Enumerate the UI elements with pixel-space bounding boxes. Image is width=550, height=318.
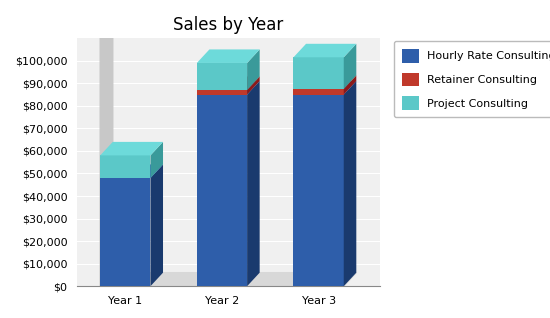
Polygon shape bbox=[247, 77, 260, 94]
Polygon shape bbox=[100, 156, 151, 178]
Polygon shape bbox=[100, 142, 163, 156]
Polygon shape bbox=[294, 75, 356, 89]
Polygon shape bbox=[247, 49, 260, 90]
Polygon shape bbox=[344, 75, 356, 94]
Polygon shape bbox=[294, 44, 356, 57]
Polygon shape bbox=[100, 273, 356, 286]
Polygon shape bbox=[197, 81, 260, 94]
Polygon shape bbox=[344, 44, 356, 89]
Polygon shape bbox=[197, 94, 247, 286]
Polygon shape bbox=[294, 81, 356, 94]
Polygon shape bbox=[294, 89, 344, 94]
Polygon shape bbox=[151, 164, 163, 286]
Polygon shape bbox=[247, 81, 260, 286]
Polygon shape bbox=[100, 178, 151, 286]
Polygon shape bbox=[344, 81, 356, 286]
Polygon shape bbox=[100, 164, 163, 178]
Polygon shape bbox=[151, 142, 163, 178]
Polygon shape bbox=[197, 49, 260, 63]
Polygon shape bbox=[197, 77, 260, 90]
Polygon shape bbox=[197, 90, 247, 94]
Title: Sales by Year: Sales by Year bbox=[173, 16, 283, 34]
Polygon shape bbox=[100, 24, 113, 286]
Polygon shape bbox=[294, 94, 344, 286]
Polygon shape bbox=[294, 57, 344, 89]
Polygon shape bbox=[197, 63, 247, 90]
Legend: Hourly Rate Consulting, Retainer Consulting, Project Consulting: Hourly Rate Consulting, Retainer Consult… bbox=[394, 41, 550, 117]
